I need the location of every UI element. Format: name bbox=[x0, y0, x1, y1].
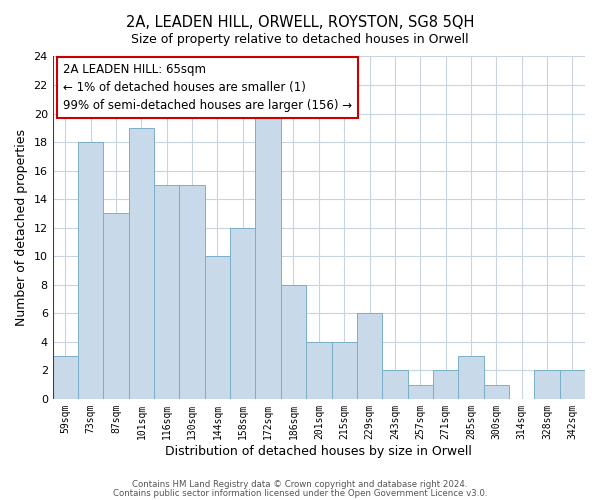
Text: Contains public sector information licensed under the Open Government Licence v3: Contains public sector information licen… bbox=[113, 488, 487, 498]
Bar bbox=[103, 214, 129, 399]
X-axis label: Distribution of detached houses by size in Orwell: Distribution of detached houses by size … bbox=[166, 444, 472, 458]
Bar bbox=[53, 356, 78, 399]
Text: 2A, LEADEN HILL, ORWELL, ROYSTON, SG8 5QH: 2A, LEADEN HILL, ORWELL, ROYSTON, SG8 5Q… bbox=[126, 15, 474, 30]
Bar bbox=[535, 370, 560, 399]
Bar bbox=[205, 256, 230, 399]
Bar bbox=[433, 370, 458, 399]
Bar bbox=[560, 370, 585, 399]
Bar bbox=[332, 342, 357, 399]
Bar bbox=[484, 384, 509, 399]
Bar bbox=[179, 185, 205, 399]
Bar bbox=[407, 384, 433, 399]
Text: 2A LEADEN HILL: 65sqm
← 1% of detached houses are smaller (1)
99% of semi-detach: 2A LEADEN HILL: 65sqm ← 1% of detached h… bbox=[64, 64, 352, 112]
Bar bbox=[129, 128, 154, 399]
Bar bbox=[154, 185, 179, 399]
Bar bbox=[357, 313, 382, 399]
Bar bbox=[256, 114, 281, 399]
Bar bbox=[230, 228, 256, 399]
Text: Size of property relative to detached houses in Orwell: Size of property relative to detached ho… bbox=[131, 32, 469, 46]
Bar bbox=[281, 284, 306, 399]
Bar bbox=[458, 356, 484, 399]
Text: Contains HM Land Registry data © Crown copyright and database right 2024.: Contains HM Land Registry data © Crown c… bbox=[132, 480, 468, 489]
Bar bbox=[382, 370, 407, 399]
Bar bbox=[306, 342, 332, 399]
Y-axis label: Number of detached properties: Number of detached properties bbox=[15, 129, 28, 326]
Bar bbox=[78, 142, 103, 399]
